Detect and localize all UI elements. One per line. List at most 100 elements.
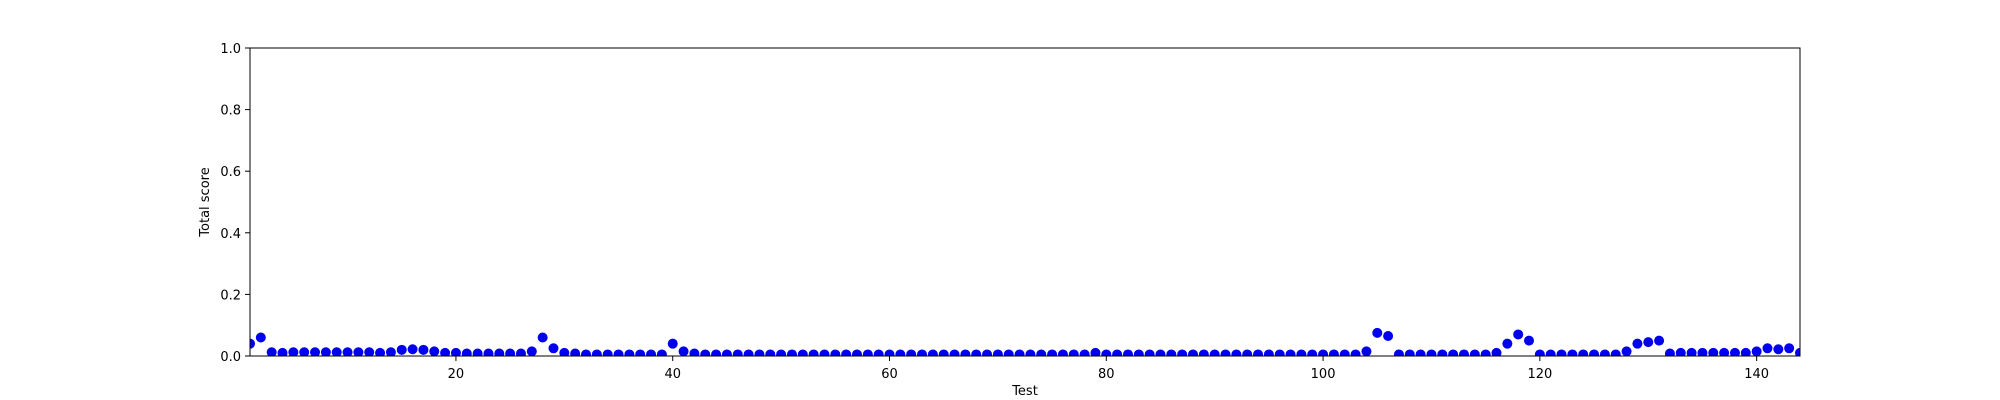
point [250,338,255,349]
point [418,344,429,355]
point [602,349,613,356]
point [1101,349,1112,356]
point [331,347,342,356]
point [1350,349,1361,356]
point [505,348,516,356]
point [1339,349,1350,356]
x-tick-label: 140 [1744,367,1769,382]
y-tick-label: 0.6 [220,165,241,180]
point [1274,349,1285,356]
point [1079,349,1090,356]
point [700,349,711,356]
point [385,347,396,356]
point [559,347,570,356]
point [1242,349,1253,356]
point [1448,349,1459,356]
point [1263,349,1274,356]
point [277,347,288,356]
point [1491,347,1502,356]
point [960,349,971,356]
point [1664,348,1675,356]
point [1253,349,1264,356]
point [982,349,993,356]
point [678,346,689,356]
point [808,349,819,356]
point [515,348,526,356]
point [873,349,884,356]
point [743,349,754,356]
point [1469,349,1480,356]
point [581,349,592,356]
point [548,343,559,354]
point [1632,338,1643,349]
y-tick-label: 0.8 [220,104,241,119]
y-tick-label: 1.0 [220,42,241,57]
point [1144,349,1155,356]
point [440,347,451,356]
point [1231,349,1242,356]
y-tick-label: 0.4 [220,227,241,242]
point [797,349,808,356]
point [342,347,353,356]
point [992,349,1003,356]
point [1133,349,1144,356]
point [841,349,852,356]
point [1686,347,1697,356]
point [1773,344,1784,355]
point [765,349,776,356]
x-axis-label: Test [1011,384,1038,399]
point [1328,349,1339,356]
point [1122,349,1133,356]
point [1318,349,1329,356]
point [635,349,646,356]
point [1437,349,1448,356]
point [537,332,548,343]
point [754,349,765,356]
point [646,349,657,356]
point [1014,349,1025,356]
point [364,347,375,356]
point [776,349,787,356]
point [1513,329,1524,340]
point [1177,349,1188,356]
point [266,347,277,356]
point [1383,330,1394,341]
point [1621,346,1632,356]
point [732,349,743,356]
point [1003,349,1014,356]
point [1534,349,1545,356]
point [461,348,472,356]
point [906,349,917,356]
point [1166,349,1177,356]
point [884,349,895,356]
point [483,348,494,356]
point [1599,349,1610,356]
point [450,347,461,356]
point [1404,349,1415,356]
point [938,349,949,356]
point [407,344,418,355]
point [396,344,407,355]
point [1361,346,1372,356]
point [971,349,982,356]
point [1610,349,1621,356]
point [429,346,440,356]
point [656,349,667,356]
point [1220,349,1231,356]
point [1480,349,1491,356]
point [1697,347,1708,356]
point [1556,349,1567,356]
y-axis-label: Total score [198,167,213,237]
point [375,347,386,356]
point [1285,349,1296,356]
point [830,349,841,356]
point [255,332,266,343]
point [1567,349,1578,356]
point [1643,337,1654,348]
point [1784,343,1795,354]
point [526,346,537,356]
x-tick-label: 120 [1527,367,1552,382]
point [1654,335,1665,346]
point [721,349,732,356]
x-tick-label: 40 [664,367,681,382]
